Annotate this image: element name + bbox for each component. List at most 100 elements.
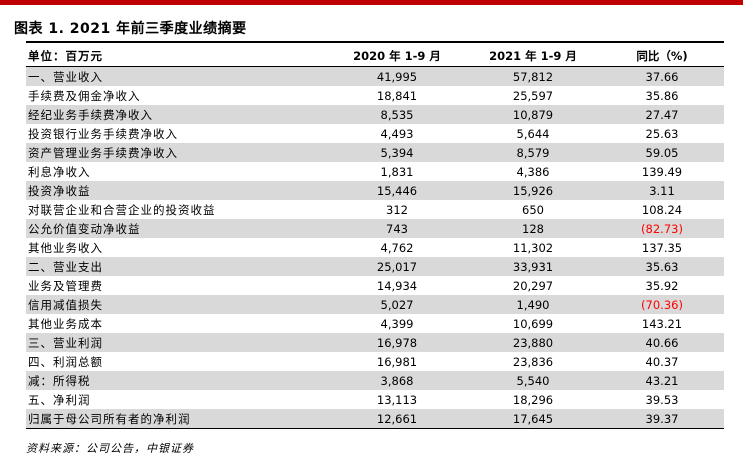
yoy-cell: 37.66 [600,66,724,86]
value-cell: 5,027 [328,295,466,314]
row-label: 公允价值变动净收益 [26,219,328,238]
value-cell: 4,493 [380,126,414,141]
header-2021: 2021 年 1-9 月 [466,46,600,67]
value-cell: 16,981 [376,354,418,369]
value-cell: 57,812 [466,66,600,86]
value-cell: 10,699 [512,316,554,331]
row-label: 信用减值损失 [26,295,328,314]
table-body: 一、营业收入 41,995 57,812 37.66 手续费及佣金净收入 18,841 25… [26,66,724,429]
table-row: 业务及管理费 14,934 20,297 35.92 [26,276,724,295]
row-label: 手续费及佣金净收入 [28,88,141,103]
table-row: 五、净利润 13,113 18,296 39.53 [26,390,724,409]
row-label: 归属于母公司所有者的净利润 [26,409,328,429]
yoy-cell: 39.53 [645,392,679,407]
value-cell: 3,868 [328,371,466,390]
yoy-cell: 35.86 [645,88,679,103]
row-label: 资产管理业务手续费净收入 [26,143,328,162]
table-row: 其他业务收入 4,762 11,302 137.35 [26,238,724,257]
table-row: 减：所得税 3,868 5,540 43.21 [26,371,724,390]
row-label: 一、营业收入 [26,66,328,86]
yoy-cell: 35.63 [600,257,724,276]
value-cell: 18,841 [376,88,418,103]
value-cell: 25,597 [512,88,554,103]
table-row: 对联营企业和合营企业的投资收益 312 650 108.24 [26,200,724,219]
value-cell: 25,017 [328,257,466,276]
value-cell: 33,931 [466,257,600,276]
yoy-cell: 35.92 [645,278,679,293]
row-label: 减：所得税 [26,371,328,390]
table-row: 手续费及佣金净收入 18,841 25,597 35.86 [26,86,724,105]
value-cell: 15,926 [466,181,600,200]
value-cell: 743 [328,219,466,238]
value-cell: 8,535 [328,105,466,124]
yoy-cell: 108.24 [641,202,683,217]
table-row: 公允价值变动净收益 743 128 (82.73) [26,219,724,238]
value-cell: 15,446 [328,181,466,200]
yoy-cell: 59.05 [600,143,724,162]
table-row: 其他业务成本 4,399 10,699 143.21 [26,314,724,333]
yoy-cell: 40.37 [645,354,679,369]
table-row: 一、营业收入 41,995 57,812 37.66 [26,66,724,86]
table-row: 资产管理业务手续费净收入 5,394 8,579 59.05 [26,143,724,162]
value-cell: 11,302 [512,240,554,255]
value-cell: 4,399 [380,316,414,331]
value-cell: 18,296 [512,392,554,407]
row-label: 投资净收益 [26,181,328,200]
table-row: 信用减值损失 5,027 1,490 (70.36) [26,295,724,314]
row-label: 投资银行业务手续费净收入 [28,126,178,141]
row-label: 四、利润总额 [28,354,103,369]
yoy-cell: 137.35 [641,240,683,255]
yoy-cell: 25.63 [645,126,679,141]
value-cell: 312 [386,202,408,217]
value-cell: 16,978 [328,333,466,352]
value-cell: 8,579 [466,143,600,162]
table-row: 经纪业务手续费净收入 8,535 10,879 27.47 [26,105,724,124]
yoy-cell: 40.66 [600,333,724,352]
value-cell: 12,661 [328,409,466,429]
header-yoy: 同比（%) [600,46,724,67]
row-label: 三、营业利润 [26,333,328,352]
row-label: 利息净收入 [28,164,91,179]
table-row: 利息净收入 1,831 4,386 139.49 [26,162,724,181]
summary-table: 单位：百万元 2020 年 1-9 月 2021 年 1-9 月 同比（%) 一… [26,46,724,429]
source-note: 资料来源：公司公告，中银证券 [26,442,194,455]
row-label: 业务及管理费 [28,278,103,293]
value-cell: 20,297 [512,278,554,293]
yoy-cell: (82.73) [600,219,724,238]
value-cell: 14,934 [376,278,418,293]
row-label: 其他业务成本 [28,316,103,331]
yoy-cell: (70.36) [600,295,724,314]
yoy-cell: 143.21 [641,316,683,331]
value-cell: 17,645 [466,409,600,429]
value-cell: 10,879 [466,105,600,124]
value-cell: 1,490 [466,295,600,314]
yoy-cell: 3.11 [600,181,724,200]
value-cell: 23,880 [466,333,600,352]
table-row: 四、利润总额 16,981 23,836 40.37 [26,352,724,371]
yoy-cell: 27.47 [600,105,724,124]
value-cell: 41,995 [328,66,466,86]
row-label: 其他业务收入 [28,240,103,255]
table-row: 二、营业支出 25,017 33,931 35.63 [26,257,724,276]
value-cell: 4,386 [516,164,550,179]
value-cell: 5,540 [466,371,600,390]
value-cell: 4,762 [380,240,414,255]
table-row: 归属于母公司所有者的净利润 12,661 17,645 39.37 [26,409,724,429]
yoy-cell: 39.37 [600,409,724,429]
value-cell: 13,113 [376,392,418,407]
yoy-cell: 43.21 [600,371,724,390]
value-cell: 5,394 [328,143,466,162]
row-label: 经纪业务手续费净收入 [26,105,328,124]
value-cell: 650 [522,202,544,217]
yoy-cell: 139.49 [641,164,683,179]
row-label: 二、营业支出 [26,257,328,276]
value-cell: 23,836 [512,354,554,369]
table-top-rule [26,41,724,43]
table-row: 三、营业利润 16,978 23,880 40.66 [26,333,724,352]
value-cell: 5,644 [516,126,550,141]
header-unit: 单位：百万元 [26,46,328,67]
page-title: 图表 1. 2021 年前三季度业绩摘要 [14,21,247,37]
table-header-row: 单位：百万元 2020 年 1-9 月 2021 年 1-9 月 同比（%) [26,46,724,67]
value-cell: 128 [466,219,600,238]
row-label: 对联营企业和合营企业的投资收益 [28,202,216,217]
